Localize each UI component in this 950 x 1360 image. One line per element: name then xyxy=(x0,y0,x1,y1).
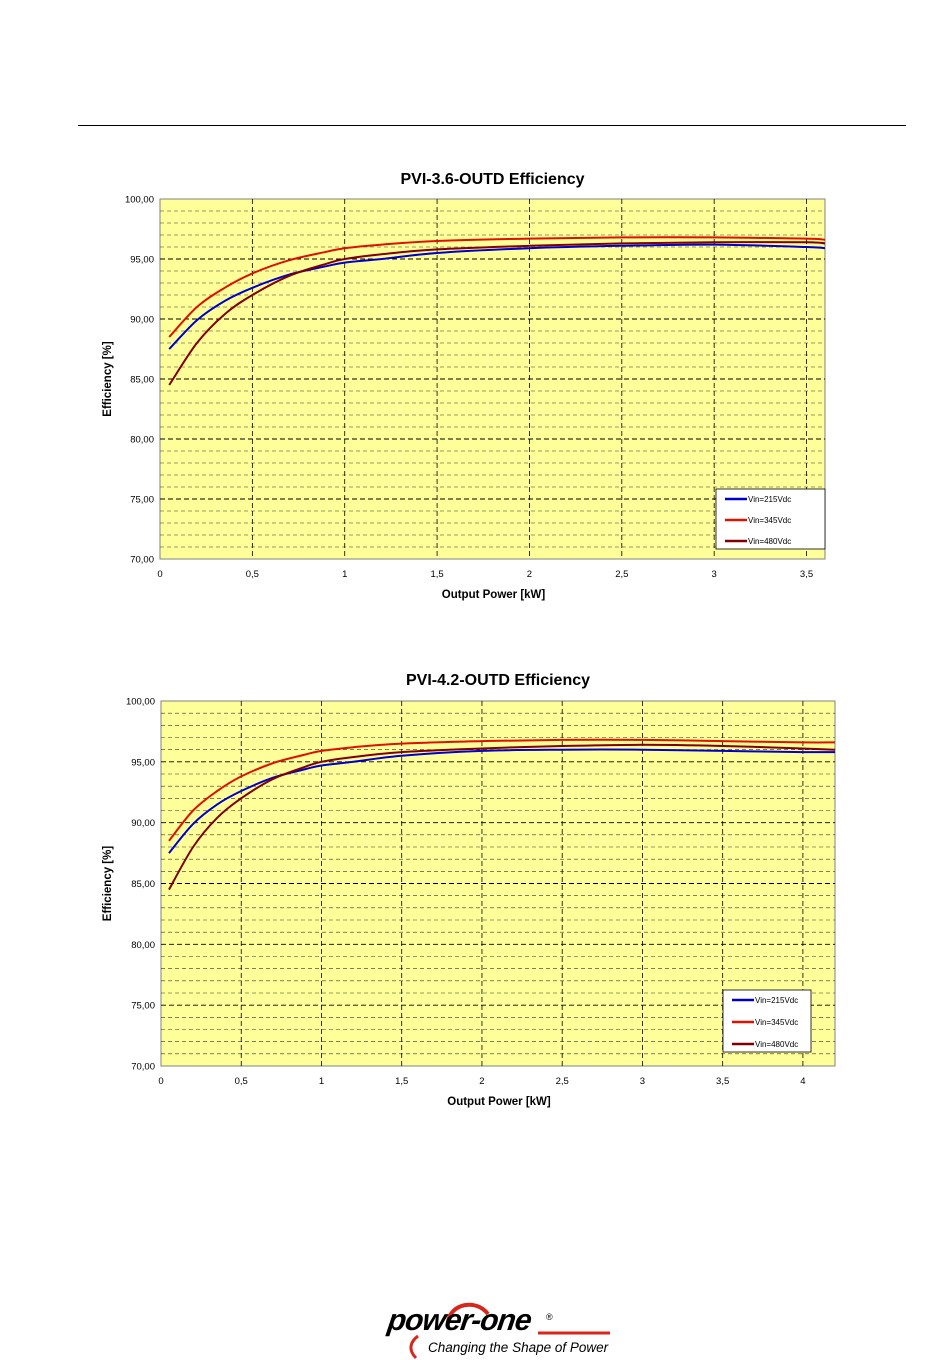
c2-xtick-label: 1,5 xyxy=(395,1076,408,1087)
c2-ytick-label: 80,00 xyxy=(131,940,155,951)
c1-series-line-2 xyxy=(168,236,825,338)
c1-xtick-label: 3,5 xyxy=(800,569,813,580)
c1-legend-label: Vin=480Vdc xyxy=(748,537,791,546)
c2-ytick-label: 70,00 xyxy=(131,1062,155,1073)
c2-xtick-label: 1 xyxy=(319,1076,324,1087)
c1-ytick-label: 80,00 xyxy=(130,435,154,446)
c1-xtick-label: 2 xyxy=(527,569,532,580)
c2-xtick-label: 3 xyxy=(640,1076,645,1087)
c1-ytick-label: 90,00 xyxy=(130,315,154,326)
c2-xtick-label: 3,5 xyxy=(716,1076,729,1087)
c2-gridlines xyxy=(161,701,835,1066)
c1-series-line-3 xyxy=(168,241,825,386)
c2-ytick-label: 95,00 xyxy=(131,757,155,768)
c2-legend-label: Vin=345Vdc xyxy=(755,1018,798,1027)
c2-ytick-label: 100,00 xyxy=(126,697,155,708)
c1-gridlines xyxy=(160,199,825,559)
c2-xtick-label: 0 xyxy=(158,1076,163,1087)
c1-legend-label: Vin=345Vdc xyxy=(748,516,791,525)
c1-y-axis-title: Efficiency [%] xyxy=(102,341,114,417)
c2-xtick-label: 4 xyxy=(800,1076,805,1087)
logo-tagline: Changing the Shape of Power xyxy=(428,1340,609,1355)
c1-ytick-label: 95,00 xyxy=(130,255,154,266)
c1-series-line-1 xyxy=(168,243,825,350)
c1-xtick-label: 1,5 xyxy=(430,569,443,580)
c2-legend-label: Vin=215Vdc xyxy=(755,996,798,1005)
c1-chart-title: PVI-3.6-OUTD Efficiency xyxy=(400,171,584,188)
c2-ytick-label: 75,00 xyxy=(131,1001,155,1012)
c2-legend-label: Vin=480Vdc xyxy=(755,1040,798,1049)
c2-ytick-label: 90,00 xyxy=(131,818,155,829)
c1-ytick-label: 85,00 xyxy=(130,375,154,386)
efficiency-chart-pvi-3-6: 70,00 75,00 80,00 85,00 90,00 95,00 100,00 0 0,5… xyxy=(102,171,826,601)
c2-series-line-3 xyxy=(168,743,835,891)
c1-ytick-label: 75,00 xyxy=(130,495,154,506)
c2-legend: Vin=215Vdc Vin=345Vdc Vin=480Vdc xyxy=(722,989,812,1053)
c1-ytick-label: 100,00 xyxy=(125,195,154,206)
c1-legend-label: Vin=215Vdc xyxy=(748,495,791,504)
c2-xtick-label: 2,5 xyxy=(556,1076,569,1087)
c2-xtick-label: 2 xyxy=(479,1076,484,1087)
c1-xtick-label: 2,5 xyxy=(615,569,628,580)
c1-xtick-label: 0,5 xyxy=(246,569,259,580)
c2-x-axis-title: Output Power [kW] xyxy=(447,1096,551,1108)
c2-chart-title: PVI-4.2-OUTD Efficiency xyxy=(406,672,590,689)
c1-x-axis-title: Output Power [kW] xyxy=(442,589,546,601)
c1-xtick-label: 3 xyxy=(712,569,717,580)
power-one-logo: power-one ® Changing the Shape of Power xyxy=(385,1300,618,1360)
c1-ytick-label: 70,00 xyxy=(130,555,154,566)
logo-registered-mark: ® xyxy=(546,1312,553,1322)
c2-series-line-2 xyxy=(168,738,835,842)
header-rule xyxy=(78,125,906,126)
c1-xtick-label: 0 xyxy=(157,569,162,580)
logo-swoosh-icon xyxy=(409,1302,610,1360)
c1-legend: Vin=215Vdc Vin=345Vdc Vin=480Vdc xyxy=(715,488,826,550)
c2-y-axis-title: Efficiency [%] xyxy=(102,846,114,922)
c1-xtick-label: 1 xyxy=(342,569,347,580)
c2-xtick-label: 0,5 xyxy=(235,1076,248,1087)
c2-ytick-label: 85,00 xyxy=(131,879,155,890)
logo-wordmark: power-one xyxy=(385,1304,534,1337)
c2-series-line-1 xyxy=(168,748,835,854)
efficiency-chart-pvi-4-2: 70,00 75,00 80,00 85,00 90,00 95,00 100,00 0 0,5… xyxy=(102,672,836,1108)
